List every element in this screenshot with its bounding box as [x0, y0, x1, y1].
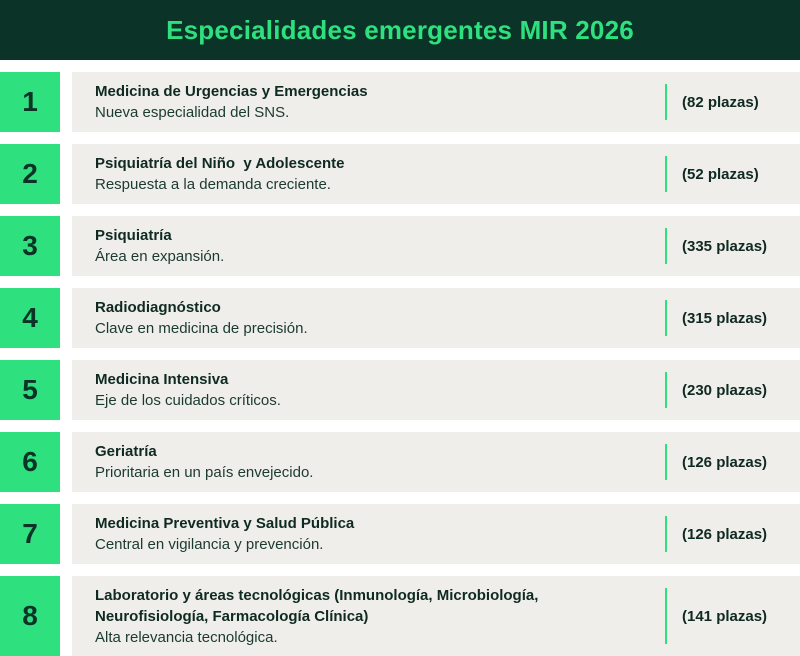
item-divider — [665, 228, 667, 264]
item-divider — [665, 372, 667, 408]
item-card: Psiquiatría Área en expansión. (335 plaz… — [72, 216, 800, 276]
list-item: 3 Psiquiatría Área en expansión. (335 pl… — [0, 216, 800, 276]
item-title: Laboratorio y áreas tecnológicas (Inmuno… — [95, 586, 539, 625]
item-description: Respuesta a la demanda creciente. — [95, 176, 331, 193]
item-description: Área en expansión. — [95, 248, 225, 265]
item-number: 6 — [0, 432, 60, 492]
item-title: Medicina Intensiva — [95, 371, 229, 388]
item-description: Central en vigilancia y prevención. — [95, 536, 324, 553]
item-number: 4 — [0, 288, 60, 348]
item-card: Psiquiatría del Niño y Adolescente Respu… — [72, 144, 800, 204]
item-plazas: (335 plazas) — [682, 237, 768, 255]
item-number: 1 — [0, 72, 60, 132]
list-item: 5 Medicina Intensiva Eje de los cuidados… — [0, 360, 800, 420]
item-description: Clave en medicina de precisión. — [95, 320, 308, 337]
item-number: 5 — [0, 360, 60, 420]
item-plazas: (52 plazas) — [682, 165, 759, 183]
list-item: 7 Medicina Preventiva y Salud Pública Ce… — [0, 504, 800, 564]
item-plazas: (82 plazas) — [682, 93, 759, 111]
item-title: Psiquiatría — [95, 227, 172, 244]
item-card: Geriatría Prioritaria en un país envejec… — [72, 432, 800, 492]
list-item: 6 Geriatría Prioritaria en un país envej… — [0, 432, 800, 492]
list-item: 2 Psiquiatría del Niño y Adolescente Res… — [0, 144, 800, 204]
item-plazas: (126 plazas) — [682, 453, 768, 471]
item-description: Eje de los cuidados críticos. — [95, 392, 281, 409]
list-item: 4 Radiodiagnóstico Clave en medicina de … — [0, 288, 800, 348]
item-number: 8 — [0, 576, 60, 656]
item-divider — [665, 516, 667, 552]
item-title: Psiquiatría del Niño y Adolescente — [95, 155, 345, 172]
item-plazas: (230 plazas) — [682, 381, 768, 399]
item-card: Medicina Intensiva Eje de los cuidados c… — [72, 360, 800, 420]
item-title: Radiodiagnóstico — [95, 299, 221, 316]
item-title: Medicina Preventiva y Salud Pública — [95, 515, 355, 532]
list-item: 1 Medicina de Urgencias y Emergencias Nu… — [0, 72, 800, 132]
item-description: Prioritaria en un país envejecido. — [95, 464, 314, 481]
item-plazas: (126 plazas) — [682, 525, 768, 543]
item-divider — [665, 444, 667, 480]
item-number: 3 — [0, 216, 60, 276]
item-number: 7 — [0, 504, 60, 564]
item-plazas: (141 plazas) — [682, 607, 768, 625]
item-title: Geriatría — [95, 443, 157, 460]
item-plazas: (315 plazas) — [682, 309, 768, 327]
item-card: Laboratorio y áreas tecnológicas (Inmuno… — [72, 576, 800, 656]
item-card: Radiodiagnóstico Clave en medicina de pr… — [72, 288, 800, 348]
item-divider — [665, 588, 667, 644]
item-divider — [665, 84, 667, 120]
item-number: 2 — [0, 144, 60, 204]
item-description: Nueva especialidad del SNS. — [95, 104, 290, 121]
item-card: Medicina Preventiva y Salud Pública Cent… — [72, 504, 800, 564]
page-title: Especialidades emergentes MIR 2026 — [166, 14, 634, 45]
item-divider — [665, 300, 667, 336]
item-divider — [665, 156, 667, 192]
item-title: Medicina de Urgencias y Emergencias — [95, 83, 368, 100]
header-banner: Especialidades emergentes MIR 2026 — [0, 0, 800, 60]
item-description: Alta relevancia tecnológica. — [95, 628, 278, 646]
item-card: Medicina de Urgencias y Emergencias Nuev… — [72, 72, 800, 132]
list-item: 8 Laboratorio y áreas tecnológicas (Inmu… — [0, 576, 800, 656]
